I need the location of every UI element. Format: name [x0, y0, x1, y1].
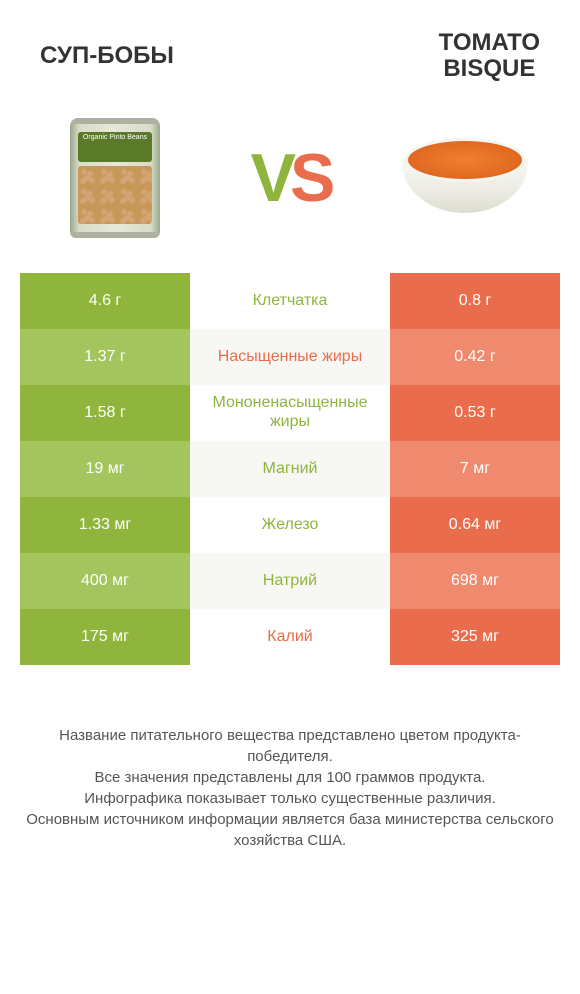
left-value: 4.6 г [20, 273, 190, 329]
nutrient-label: Насыщенные жиры [190, 329, 390, 385]
right-value: 0.8 г [390, 273, 560, 329]
footer-line: Все значения представлены для 100 граммо… [20, 767, 560, 788]
left-value: 19 мг [20, 441, 190, 497]
table-row: 1.58 г Мононенасыщенные жиры 0.53 г [20, 385, 560, 441]
vs-letter-v: V [251, 140, 290, 216]
nutrient-label: Железо [190, 497, 390, 553]
right-product-title: Tomato bisque [439, 30, 540, 83]
table-row: 4.6 г Клетчатка 0.8 г [20, 273, 560, 329]
nutrient-label: Калий [190, 609, 390, 665]
product-images-row: Organic Pinto Beans VS [0, 93, 580, 273]
left-value: 400 мг [20, 553, 190, 609]
nutrient-table: 4.6 г Клетчатка 0.8 г 1.37 г Насыщенные … [0, 273, 580, 665]
right-product-image [400, 113, 530, 243]
vs-letter-s: S [290, 140, 329, 216]
footer-line: Основным источником информации является … [20, 809, 560, 851]
table-row: 175 мг Калий 325 мг [20, 609, 560, 665]
footer-line: Инфографика показывает только существенн… [20, 788, 560, 809]
table-row: 1.37 г Насыщенные жиры 0.42 г [20, 329, 560, 385]
left-value: 1.58 г [20, 385, 190, 441]
left-value: 1.37 г [20, 329, 190, 385]
table-row: 1.33 мг Железо 0.64 мг [20, 497, 560, 553]
footer-notes: Название питательного вещества представл… [0, 665, 580, 871]
can-label-text: Organic Pinto Beans [70, 134, 160, 142]
left-product-title: Суп-бобы [40, 42, 174, 70]
table-row: 19 мг Магний 7 мг [20, 441, 560, 497]
right-value: 0.64 мг [390, 497, 560, 553]
table-row: 400 мг Натрий 698 мг [20, 553, 560, 609]
vs-label: VS [251, 139, 330, 217]
left-value: 175 мг [20, 609, 190, 665]
right-title-line1: Tomato [439, 29, 540, 56]
nutrient-label: Мононенасыщенные жиры [190, 385, 390, 441]
nutrient-label: Магний [190, 441, 390, 497]
right-value: 0.53 г [390, 385, 560, 441]
right-title-line2: bisque [443, 55, 535, 82]
right-value: 698 мг [390, 553, 560, 609]
footer-line: Название питательного вещества представл… [20, 725, 560, 767]
nutrient-label: Клетчатка [190, 273, 390, 329]
left-value: 1.33 мг [20, 497, 190, 553]
nutrient-label: Натрий [190, 553, 390, 609]
soup-bowl-icon [400, 138, 530, 218]
right-value: 0.42 г [390, 329, 560, 385]
left-product-image: Organic Pinto Beans [50, 113, 180, 243]
header: Суп-бобы Tomato bisque [0, 0, 580, 93]
right-value: 325 мг [390, 609, 560, 665]
right-value: 7 мг [390, 441, 560, 497]
bean-can-icon: Organic Pinto Beans [70, 118, 160, 238]
